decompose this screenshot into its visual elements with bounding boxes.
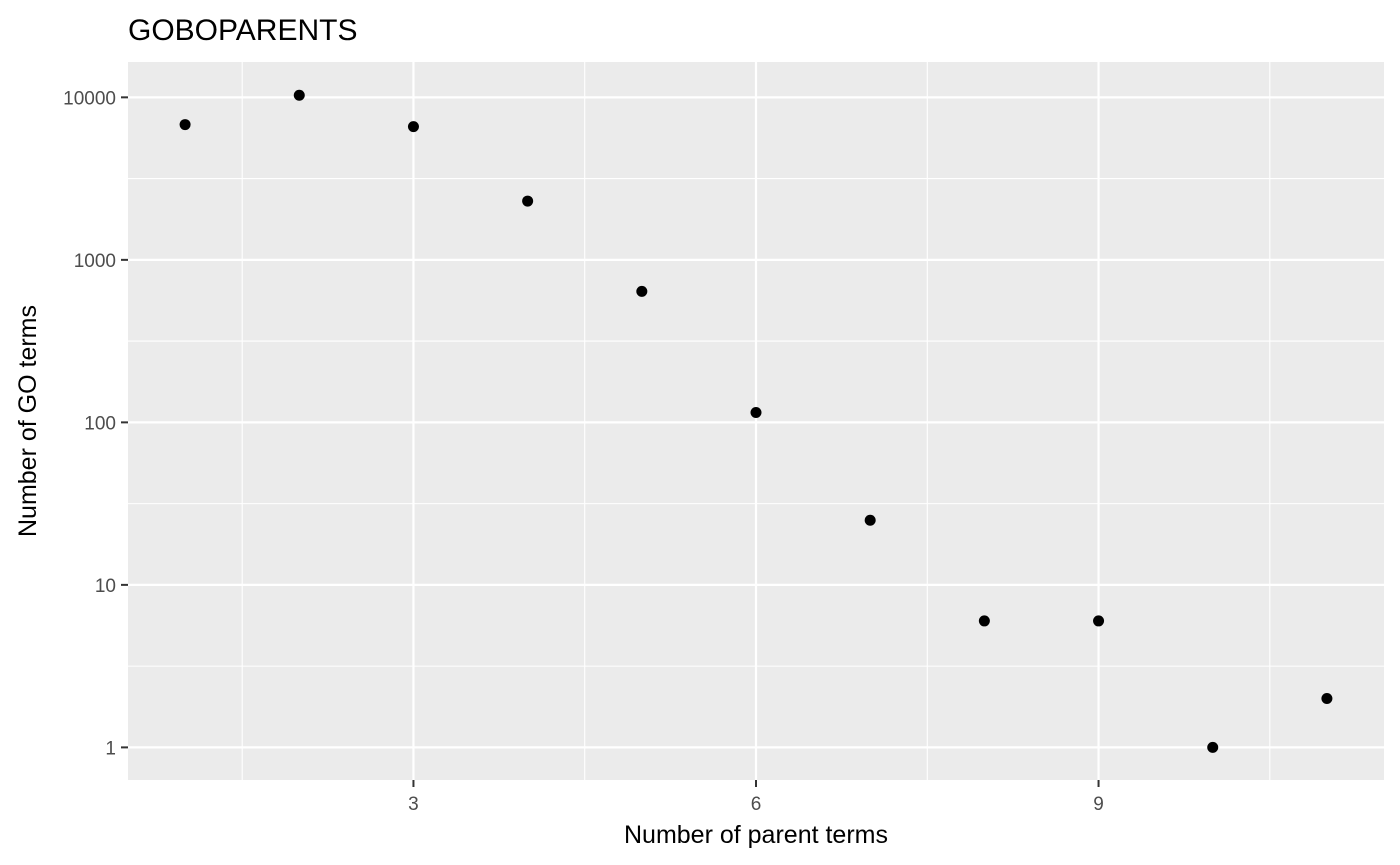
data-point [522, 195, 534, 207]
y-tick-label: 1 [105, 738, 116, 759]
y-tick-label: 10000 [63, 88, 116, 109]
y-tick-label: 100 [84, 413, 116, 434]
grid-lines [128, 62, 1384, 780]
y-axis-title: Number of GO terms [14, 305, 42, 537]
x-axis-title: Number of parent terms [624, 821, 888, 849]
data-point [1093, 615, 1105, 627]
y-tick-label: 1000 [74, 251, 116, 272]
axis-ticks: 3 6 9 1 10 100 1000 10000 [63, 88, 1104, 815]
data-point [978, 615, 990, 627]
data-points [179, 89, 1333, 753]
chart-title: GOBOPARENTS [128, 14, 357, 47]
x-tick-label: 6 [751, 794, 762, 815]
data-point [179, 119, 191, 131]
x-tick-label: 3 [408, 794, 419, 815]
data-point [1207, 741, 1219, 753]
data-point [864, 514, 876, 526]
data-point [1321, 692, 1333, 704]
data-point [407, 121, 419, 133]
y-tick-label: 10 [95, 576, 116, 597]
data-point [293, 89, 305, 101]
x-tick-label: 9 [1093, 794, 1104, 815]
data-point [636, 285, 648, 297]
data-point [750, 407, 762, 419]
